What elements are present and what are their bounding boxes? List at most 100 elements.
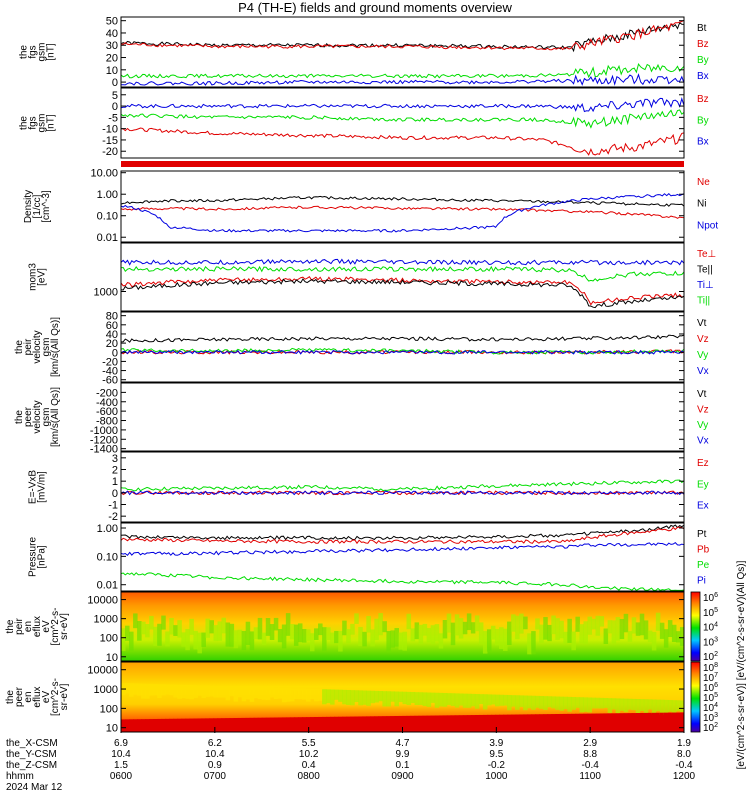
y-tick-label: 1	[112, 476, 118, 488]
y-axis-label: thefgsgsm[nT]	[19, 114, 57, 133]
y-axis-label-line: the	[14, 410, 25, 424]
y-tick-label: -20	[102, 146, 118, 158]
y-axis-label-line: peer	[23, 406, 34, 427]
y-axis-label-line: gsm	[37, 114, 48, 133]
spectrogram-cell	[165, 718, 170, 732]
spectrogram-cell	[422, 623, 428, 636]
spectrogram-cell	[507, 695, 512, 711]
spectrogram-cell	[523, 616, 528, 630]
spectrogram-cell	[623, 713, 629, 732]
spectrogram-cell	[563, 696, 568, 710]
spectrogram-cell	[603, 713, 609, 732]
y-axis-label-line: the	[5, 690, 16, 704]
spectrogram-cell	[330, 632, 335, 645]
spectrogram-cell	[334, 630, 339, 644]
y-axis-label-line: the	[19, 45, 30, 59]
series-line-Bz	[120, 19, 685, 51]
y-axis-label-line: sr-eV]	[59, 683, 70, 710]
spectrogram-cell	[185, 685, 190, 699]
colorbar-tick-label: 106	[703, 592, 718, 604]
spectrogram-cell	[655, 699, 661, 712]
x-row-value: 10.2	[299, 749, 319, 760]
y-axis-label: thefgsgsm[nT]	[19, 43, 57, 62]
spectrogram-cell	[414, 692, 420, 706]
y-axis-label-line: eV	[41, 691, 52, 704]
y-tick-label: 30	[106, 40, 118, 52]
x-row-value: 2.9	[583, 738, 597, 749]
spectrogram-cell	[293, 624, 299, 646]
spectrogram-cell	[237, 686, 243, 698]
spectrogram-cell	[398, 715, 403, 732]
y-axis-label-line: eflux	[32, 686, 43, 707]
spectrogram-cell	[261, 687, 267, 700]
spectrogram-cell	[394, 691, 399, 707]
series-line-Pb	[120, 526, 685, 545]
spectrogram-cell	[458, 715, 464, 732]
spectrogram-cell	[245, 686, 251, 700]
spectrogram-cell	[297, 623, 303, 643]
axes-frame	[120, 382, 685, 452]
spectrogram-cell	[205, 618, 210, 638]
y-tick-label: 10	[106, 65, 118, 77]
y-tick-label: -200	[96, 387, 118, 399]
spectrogram-cell	[197, 632, 202, 654]
spectrogram-cell	[651, 699, 657, 714]
y-tick-label: -60	[102, 375, 118, 387]
legend-entry: Ez	[697, 458, 709, 469]
spectrogram-cell	[354, 716, 359, 732]
spectrogram-cell	[486, 694, 492, 706]
spectrogram-cell	[297, 717, 303, 732]
spectrogram-cell	[659, 712, 665, 732]
spectrogram-cell	[394, 628, 399, 647]
spectrogram-cell	[261, 632, 267, 646]
y-axis-label-line: peer	[14, 686, 25, 707]
spectrogram-cell	[603, 628, 609, 645]
spectrogram-cell	[535, 618, 540, 630]
spectrogram-cell	[523, 695, 528, 711]
spectrogram-cell	[619, 698, 625, 711]
spectrogram-cell	[153, 684, 158, 696]
spectrogram-cell	[257, 717, 263, 732]
series-line-Te||	[120, 278, 685, 309]
spectrogram-cell	[181, 718, 186, 732]
y-axis-label-line: [cm^2-s-	[50, 678, 61, 716]
legend-entry: Vt	[697, 318, 707, 329]
spectrogram-cell	[137, 621, 142, 641]
series-line-Bx	[120, 73, 685, 86]
spectrogram-cell	[446, 693, 452, 705]
spectrogram-cell	[535, 695, 540, 708]
spectrogram-cell	[161, 718, 166, 732]
colorbar-tick-label: 104	[703, 622, 718, 634]
spectrogram-cell	[659, 699, 665, 715]
y-axis-label: thepeirvelocitygsm[km/s(All Qs)]	[14, 317, 61, 377]
spectrogram-cell	[563, 631, 568, 644]
spectrogram-cell	[378, 691, 383, 702]
x-row-value: 10.4	[205, 749, 225, 760]
spectrogram-cell	[507, 621, 512, 645]
colorbar-tick-exponent: 2	[714, 722, 718, 729]
spectrogram-cell	[462, 715, 468, 732]
spectrogram-cell	[330, 716, 335, 732]
series-line-Ti⊥	[120, 258, 685, 266]
spectrogram-cell	[631, 698, 637, 711]
spectrogram-cell	[410, 715, 416, 732]
spectrogram-cell	[346, 716, 351, 732]
y-tick-label: 20	[106, 338, 118, 350]
series-line-Vx	[120, 349, 685, 355]
spectrogram-cell	[438, 633, 444, 649]
spectrogram-cell	[285, 688, 291, 702]
spectrogram-cell	[237, 629, 243, 645]
legend-entry: Vz	[697, 405, 709, 416]
spectrogram-cell	[225, 622, 231, 647]
spectrogram-cell	[478, 714, 484, 732]
y-axis-label: thepeerenefluxeV[cm^2-s-sr-eV]	[5, 678, 70, 716]
spectrogram-cell	[627, 631, 633, 642]
spectrogram-cell	[277, 717, 283, 732]
spectrogram-cell	[133, 613, 138, 629]
spectrogram-cell	[310, 717, 315, 732]
spectrogram-cell	[591, 618, 597, 630]
spectrogram-cell	[121, 628, 126, 652]
spectrogram-cell	[386, 716, 391, 732]
x-row-value: 3.9	[489, 738, 503, 749]
